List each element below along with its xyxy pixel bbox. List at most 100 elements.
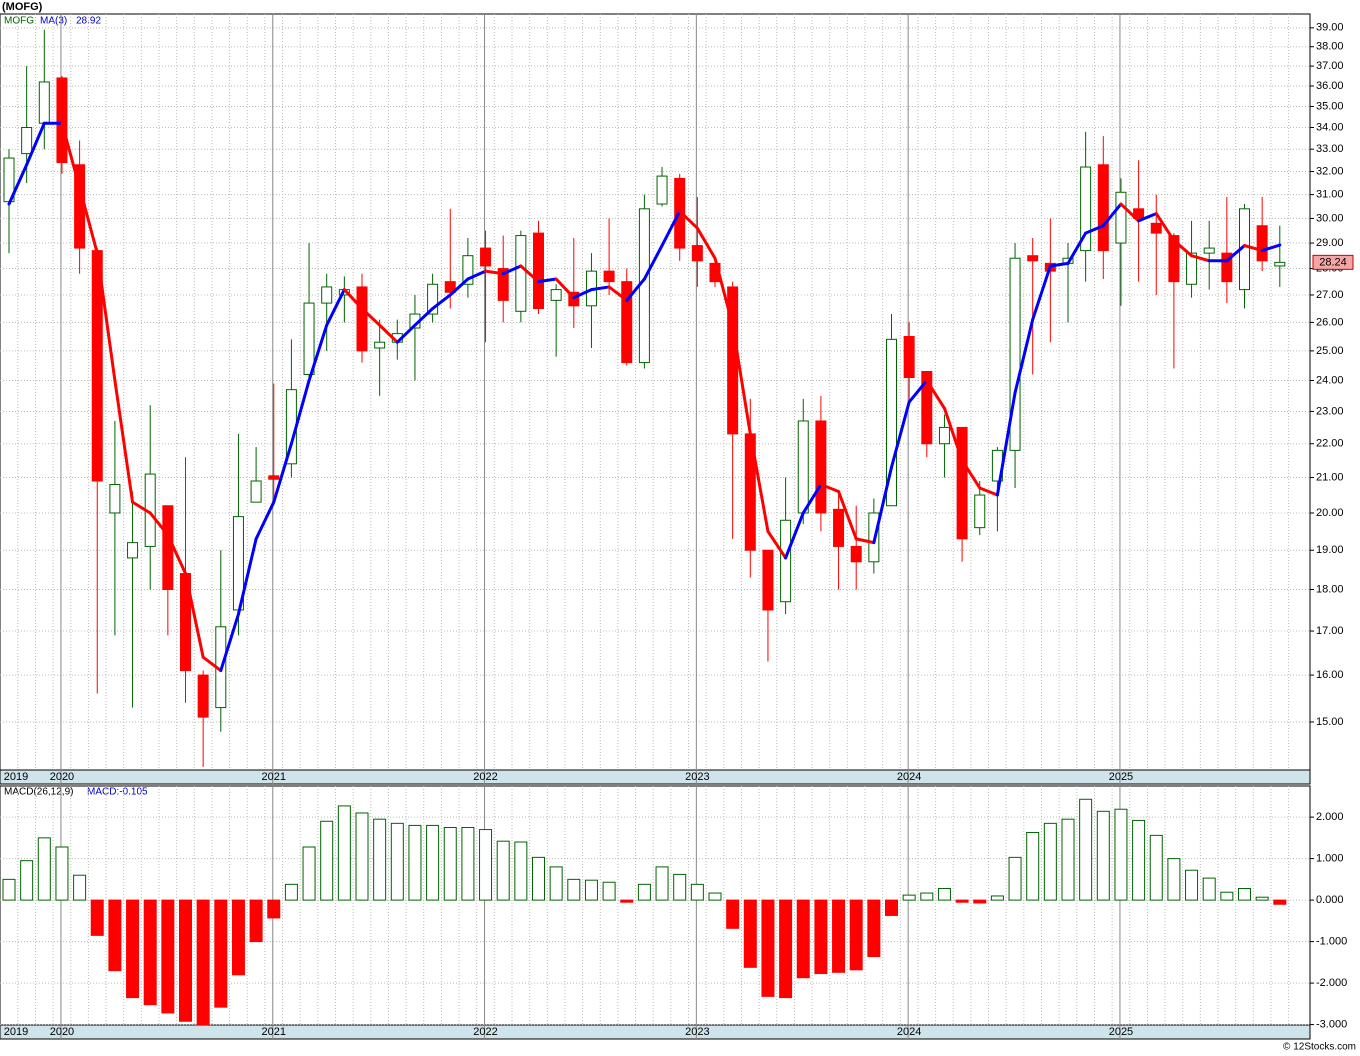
candle-body <box>462 255 474 285</box>
candle-body <box>427 283 439 315</box>
x-tick-label: 2023 <box>685 771 709 783</box>
ma-line <box>678 209 699 230</box>
ma-line <box>607 285 629 302</box>
macd-bar <box>514 841 528 901</box>
ma-line <box>448 277 470 297</box>
macd-bar <box>814 899 828 975</box>
macd-bar <box>267 899 281 919</box>
y-tick-label: 19.00 <box>1316 544 1344 556</box>
candle-body <box>127 542 139 559</box>
ma-line <box>572 288 593 300</box>
macd-bar <box>1167 858 1181 901</box>
macd-bar <box>1114 808 1128 901</box>
macd-bar <box>532 856 545 901</box>
y-tick-label: 37.00 <box>1316 60 1344 72</box>
ma-line <box>925 379 946 410</box>
x-axis-band <box>0 769 1311 785</box>
y-tick-label: 38.00 <box>1316 41 1344 53</box>
macd-bar <box>37 837 51 901</box>
macd-bar <box>549 866 563 901</box>
candle-body <box>515 235 527 312</box>
candle-body <box>56 77 68 164</box>
candle-body <box>1080 166 1092 252</box>
ma-line <box>554 277 576 300</box>
candle-body <box>833 508 845 547</box>
ma-line <box>731 323 752 436</box>
x-tick-label: 2024 <box>897 771 921 783</box>
ma-line <box>1013 318 1035 395</box>
ma-line <box>713 256 735 327</box>
macd-bar <box>143 899 157 1006</box>
x-tick-label: 2020 <box>50 1026 74 1038</box>
ma-line <box>748 432 770 533</box>
ma-line <box>519 264 540 284</box>
macd-bar <box>849 899 863 971</box>
macd-bar <box>673 873 687 901</box>
y-tick-label: 36.00 <box>1316 80 1344 92</box>
macd-bar <box>249 899 263 943</box>
macd-bar <box>1220 891 1234 901</box>
macd-bar <box>637 883 651 901</box>
macd-bar <box>1026 831 1040 901</box>
legend-ma: MA(3) <box>40 16 67 27</box>
macd-bar <box>179 899 192 1022</box>
candle-body <box>903 335 915 379</box>
candle-body <box>762 549 774 611</box>
macd-bar <box>73 874 87 901</box>
ma-line <box>325 288 346 327</box>
candle-body <box>197 674 209 718</box>
macd-bar <box>1149 834 1163 901</box>
ma-line <box>642 244 664 281</box>
macd-bar <box>1238 887 1251 901</box>
y-tick-label: -3.000 <box>1316 1018 1347 1030</box>
candle-body <box>1133 208 1145 219</box>
macd-bar <box>337 805 351 901</box>
ma-line <box>413 307 435 327</box>
macd-bar <box>2 878 16 901</box>
ma-line <box>484 269 505 276</box>
macd-bar <box>867 899 881 958</box>
macd-bar <box>973 899 987 904</box>
ma-line <box>801 482 823 515</box>
candle-body <box>1221 252 1233 283</box>
ma-line <box>695 226 717 260</box>
macd-bar <box>496 840 510 901</box>
ma-line <box>766 529 788 560</box>
candle-body <box>780 519 792 603</box>
macd-bar <box>1061 818 1075 901</box>
ma-line <box>1084 224 1105 235</box>
candle-body <box>1274 261 1286 267</box>
x-tick-label: 2025 <box>1109 1026 1133 1038</box>
y-tick-label: 0.000 <box>1316 894 1344 906</box>
macd-bar <box>779 899 793 999</box>
x-tick-label: 2022 <box>473 1026 497 1038</box>
ma-line <box>784 511 805 560</box>
candle-body <box>533 232 544 310</box>
candle-body <box>815 420 827 514</box>
ma-line <box>942 406 964 462</box>
candle-body <box>1186 252 1198 285</box>
ma-line <box>289 379 311 446</box>
macd-bar <box>743 899 757 968</box>
macd-bar <box>355 812 369 901</box>
macd-bar <box>885 899 898 916</box>
chart-title: (MOFG) <box>2 1 43 13</box>
ma-line <box>7 163 29 206</box>
ma-line <box>360 307 382 327</box>
macd-bar <box>55 846 69 901</box>
macd-bar <box>690 883 704 901</box>
candle-body <box>1097 164 1109 252</box>
candle-body <box>621 281 633 364</box>
ma-line <box>978 486 999 497</box>
macd-bar <box>937 887 951 901</box>
y-tick-label: 31.00 <box>1316 189 1344 201</box>
macd-bar <box>443 826 457 901</box>
macd-bar <box>1255 896 1269 901</box>
x-tick-label: 2024 <box>897 1026 921 1038</box>
macd-title: MACD(26,12,9) <box>4 787 73 798</box>
candle-body <box>603 270 615 283</box>
macd-bar <box>390 822 404 901</box>
y-tick-label: 2.000 <box>1316 811 1344 823</box>
candle-body <box>480 247 492 267</box>
ma-line <box>1119 202 1141 223</box>
